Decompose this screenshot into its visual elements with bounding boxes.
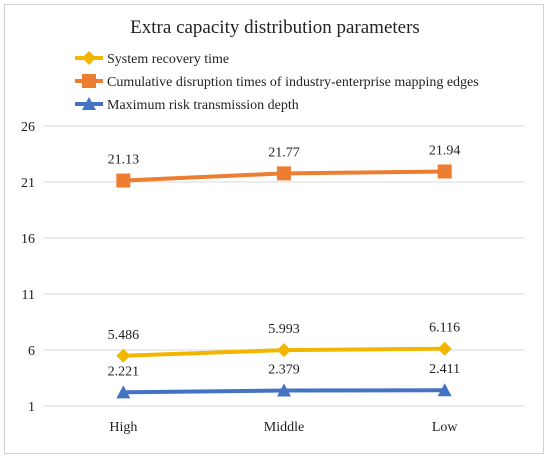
- square-marker: [277, 166, 291, 181]
- legend-item: Cumulative disruption times of industry-…: [75, 74, 479, 90]
- data-label: 21.94: [429, 143, 461, 158]
- x-tick-label: Middle: [264, 420, 304, 435]
- chart-title: Extra capacity distribution parameters: [130, 17, 420, 38]
- legend-item: Maximum risk transmission depth: [75, 97, 299, 113]
- legend-item: System recovery time: [75, 51, 229, 67]
- y-tick-label: 16: [21, 232, 35, 247]
- x-tick-label: High: [109, 420, 137, 435]
- legend-label: Cumulative disruption times of industry-…: [107, 75, 479, 90]
- y-tick-label: 21: [21, 176, 35, 191]
- diamond-marker: [82, 51, 96, 65]
- x-axis-ticks: High Middle Low: [109, 420, 458, 435]
- data-label: 5.993: [268, 322, 300, 337]
- legend-label: Maximum risk transmission depth: [107, 98, 299, 113]
- data-label: 5.486: [108, 328, 140, 343]
- x-tick-label: Low: [432, 420, 459, 435]
- diamond-marker: [437, 341, 452, 356]
- square-marker: [82, 74, 96, 88]
- data-label: 2.411: [429, 362, 460, 377]
- square-marker: [437, 164, 452, 179]
- y-tick-label: 6: [28, 344, 35, 359]
- y-tick-label: 11: [22, 288, 35, 303]
- diamond-marker: [116, 348, 131, 363]
- data-label: 6.116: [429, 321, 460, 336]
- chart-frame: Extra capacity distribution parameters S…: [4, 4, 544, 454]
- series-0: 5.486 5.993 6.116: [108, 321, 460, 363]
- diamond-marker: [277, 343, 291, 358]
- line-chart: Extra capacity distribution parameters S…: [21, 17, 525, 435]
- series-group: 5.486 5.993 6.116 21.13 21.77 21.94 2.221 2.379…: [108, 143, 461, 399]
- data-label: 2.221: [108, 364, 140, 379]
- square-marker: [116, 173, 131, 188]
- y-tick-label: 26: [21, 120, 35, 135]
- y-tick-label: 1: [28, 400, 35, 415]
- data-label: 21.13: [108, 153, 140, 168]
- triangle-marker: [116, 385, 131, 399]
- legend-label: System recovery time: [107, 52, 229, 67]
- series-1: 21.13 21.77 21.94: [108, 143, 461, 188]
- triangle-marker: [277, 383, 291, 397]
- legend: System recovery time Cumulative disruptio…: [75, 51, 479, 113]
- series-2: 2.221 2.379 2.411: [108, 362, 460, 399]
- triangle-marker: [437, 383, 452, 397]
- data-label: 2.379: [268, 363, 300, 378]
- data-label: 21.77: [268, 145, 300, 160]
- triangle-marker: [82, 97, 96, 110]
